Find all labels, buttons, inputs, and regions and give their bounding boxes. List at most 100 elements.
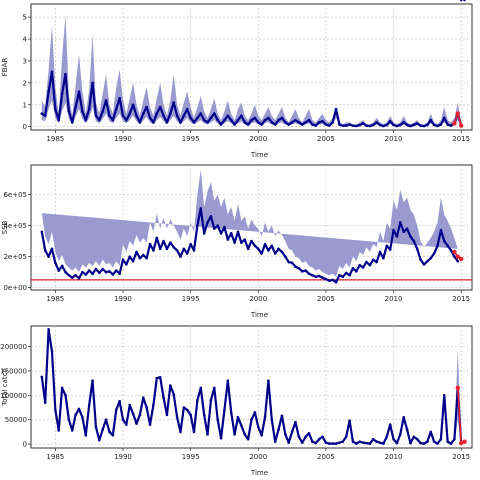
ssb-data-point <box>60 264 64 268</box>
catch-data-point <box>453 437 456 441</box>
catch-data-point <box>223 408 226 412</box>
ssb-data-point <box>392 228 395 232</box>
catch-data-point <box>111 434 115 437</box>
ssb-highlight-point <box>455 254 460 259</box>
catch-data-point <box>253 411 257 414</box>
fbar-highlight-point <box>455 111 460 116</box>
ssb-data-point <box>250 239 253 243</box>
fbar-data-point <box>294 118 297 122</box>
fbar-data-point <box>165 121 169 124</box>
catch-data-point <box>284 433 287 436</box>
catch-data-point <box>98 438 101 442</box>
catch-highlight-point <box>462 439 467 444</box>
catch-data-point <box>365 441 368 445</box>
fbar-data-point <box>277 118 280 122</box>
catch-data-point <box>43 401 47 404</box>
catch-x-tick-label: 2015 <box>452 453 470 461</box>
fbar-data-point <box>256 121 260 124</box>
fbar-data-point <box>327 124 331 127</box>
catch-data-point <box>432 440 436 443</box>
fbar-y-tick-label: 0 <box>23 123 27 131</box>
ssb-data-point <box>388 248 392 251</box>
ssb-data-point <box>236 230 240 234</box>
ssb-data-point <box>405 227 409 230</box>
catch-data-point <box>287 441 291 444</box>
fbar-x-axis-label: Time <box>250 151 268 159</box>
ssb-data-point <box>277 247 280 251</box>
fbar-panel: 1985 1990 1995 2000 2005 2010 2015 0 1 2 3 4 5 Time FB… <box>1 3 473 159</box>
catch-data-point <box>216 418 219 421</box>
fbar-data-point <box>135 114 138 118</box>
catch-data-point <box>74 413 77 417</box>
ssb-x-tick-label: 1985 <box>46 295 64 303</box>
ssb-data-point <box>399 221 402 224</box>
catch-x-tick-label: 2000 <box>249 453 267 461</box>
fbar-data-point <box>260 123 263 126</box>
fbar-data-point <box>399 123 402 127</box>
ssb-data-point <box>300 270 304 273</box>
catch-data-point <box>392 437 395 441</box>
catch-data-point <box>108 430 111 434</box>
catch-data-point <box>175 415 179 419</box>
catch-data-point <box>375 440 378 443</box>
ssb-data-point <box>70 276 74 279</box>
catch-data-point <box>47 328 50 331</box>
ssb-x-tick-label: 1990 <box>114 295 132 303</box>
ssb-data-point <box>361 266 365 269</box>
ssb-data-point <box>212 227 216 230</box>
fbar-data-point <box>54 107 57 111</box>
ssb-data-point <box>321 276 324 279</box>
fbar-x-tick-label: 2005 <box>317 135 335 143</box>
catch-data-point <box>118 399 121 403</box>
ssb-panel: 1985 1990 1995 2000 2005 2010 20150e+002e+054e… <box>1 0 473 319</box>
fbar-data-point <box>432 123 436 127</box>
ssb-data-point <box>104 270 108 274</box>
ssb-y-tick-label: 2e+05 <box>3 253 27 261</box>
ssb-data-point <box>429 256 433 260</box>
catch-data-point <box>395 441 399 445</box>
fbar-data-point <box>47 90 50 93</box>
ssb-data-point <box>304 269 307 272</box>
fbar-data-point <box>426 123 429 127</box>
ssb-data-point <box>111 273 115 276</box>
fbar-data-point <box>375 121 378 124</box>
fbar-data-point <box>196 116 199 120</box>
ssb-data-point <box>426 259 429 263</box>
fbar-y-tick-label: 4 <box>23 36 28 44</box>
fbar-data-point <box>351 124 355 127</box>
ssb-data-point <box>311 273 314 277</box>
fbar-data-point <box>405 123 409 127</box>
fbar-data-point <box>104 99 108 102</box>
catch-data-point <box>368 442 372 445</box>
catch-data-point <box>54 408 57 412</box>
fbar-data-point <box>152 121 155 124</box>
catch-data-point <box>57 429 61 432</box>
ssb-data-point <box>81 270 84 274</box>
ssb-x-tick-label: 2010 <box>385 295 403 303</box>
fbar-data-point <box>439 123 443 126</box>
fbar-data-point <box>263 118 267 122</box>
catch-data-point <box>240 424 243 427</box>
ssb-data-point <box>284 255 287 258</box>
ssb-data-point <box>185 252 189 255</box>
ssb-data-point <box>125 263 128 266</box>
catch-data-point <box>277 428 280 431</box>
ssb-data-point <box>246 247 250 251</box>
catch-data-point <box>131 412 135 416</box>
catch-data-point <box>185 408 189 412</box>
fbar-data-point <box>216 118 219 122</box>
ssb-y-tick-label: 4e+05 <box>3 222 27 230</box>
ssb-data-point <box>47 255 50 258</box>
catch-data-point <box>128 403 132 407</box>
fbar-x-tick-label: 1990 <box>114 135 132 143</box>
catch-data-point <box>209 398 213 402</box>
fbar-data-point <box>436 124 439 128</box>
fbar-data-point <box>145 105 148 109</box>
catch-data-point <box>399 433 402 436</box>
catch-highlight-point <box>458 440 464 446</box>
ssb-data-point <box>449 249 453 252</box>
catch-data-point <box>84 434 88 437</box>
catch-data-point <box>212 386 216 390</box>
catch-data-point <box>290 430 294 434</box>
catch-data-point <box>104 418 108 421</box>
